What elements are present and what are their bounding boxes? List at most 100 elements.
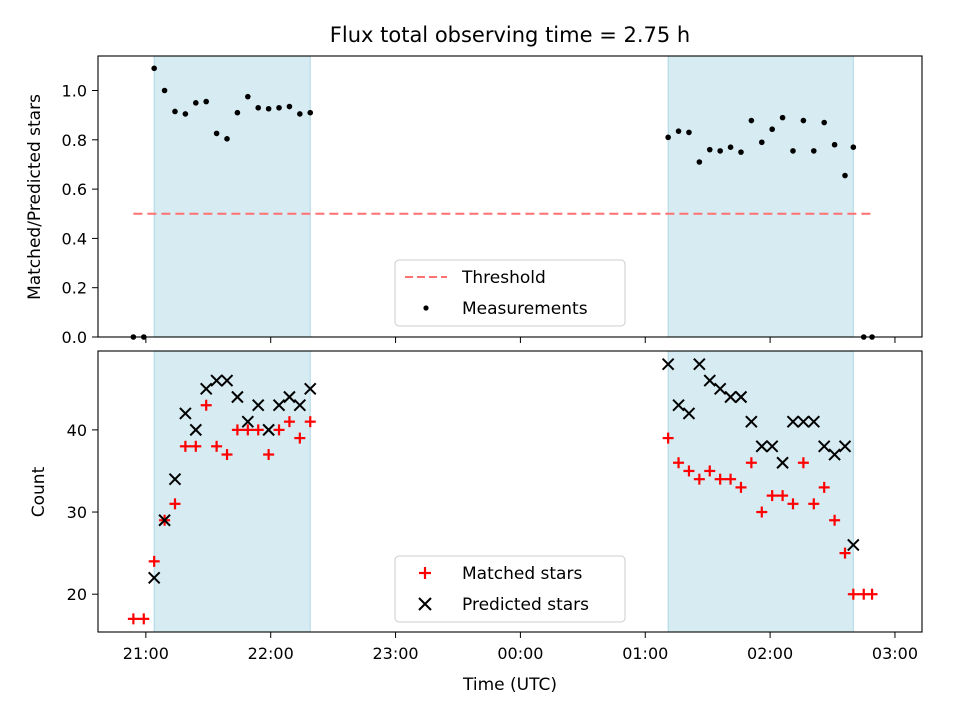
predicted-star-point	[755, 440, 768, 453]
predicted-star-point	[272, 399, 286, 412]
top-y-tick-label: 0.4	[62, 229, 87, 248]
predicted-star-point	[847, 538, 860, 552]
measurement-point	[842, 172, 848, 179]
predicted-star-point	[199, 382, 213, 396]
legend-predicted-label: Predicted stars	[462, 595, 589, 615]
measurement-point	[234, 109, 241, 116]
predicted-star-point	[283, 390, 296, 404]
predicted-star-point	[252, 399, 265, 412]
top-y-tick-label: 0.8	[62, 131, 87, 150]
predicted-star-point	[293, 399, 307, 412]
predicted-star-point	[168, 472, 182, 486]
predicted-star-point	[734, 390, 748, 404]
measurement-point	[810, 148, 817, 154]
x-tick-label: 02:00	[747, 644, 793, 663]
legend-predicted-swatch	[418, 597, 432, 611]
matched-star-point	[304, 416, 316, 428]
measurement-point	[779, 114, 786, 121]
measurement-point	[192, 100, 199, 106]
measurement-point	[172, 108, 178, 115]
predicted-star-point	[713, 382, 727, 396]
measurement-point	[831, 141, 838, 148]
top-y-ticks: 0.0 0.2 0.4 0.6 0.8 1.0	[62, 82, 98, 347]
top-y-tick-label: 0.2	[62, 279, 87, 298]
measurement-point	[161, 87, 168, 94]
matched-star-point	[127, 613, 139, 625]
measurement-point	[748, 117, 755, 124]
measurement-point	[245, 93, 251, 100]
matched-star-point	[252, 424, 264, 436]
measurement-point	[738, 149, 744, 155]
measurement-point	[675, 128, 682, 134]
matched-star-point	[200, 399, 212, 411]
x-tick-label: 22:00	[248, 644, 294, 663]
top-legend-box	[394, 259, 626, 327]
matched-star-point	[725, 473, 737, 485]
legend-threshold-label: Threshold	[461, 268, 546, 288]
predicted-star-point	[797, 415, 810, 428]
bottom-observing-window-0	[153, 350, 311, 633]
measurement-point	[255, 104, 262, 111]
legend-matched-label: Matched stars	[462, 564, 582, 584]
measurement-point	[800, 117, 807, 124]
x-tick-label: 01:00	[622, 644, 668, 663]
matched-star-point	[169, 498, 181, 510]
top-y-tick-label: 1.0	[62, 82, 87, 101]
matched-star-point	[866, 588, 878, 600]
measurement-point	[696, 159, 703, 165]
predicted-star-point	[786, 415, 800, 428]
bottom-y-tick-label: 40	[67, 421, 87, 440]
bottom-y-axis-label: Count	[29, 466, 49, 517]
measurement-point	[717, 148, 723, 154]
matched-star-point	[818, 481, 830, 493]
matched-star-point	[138, 613, 150, 625]
matched-star-point	[797, 457, 809, 469]
top-x-ticks	[145, 337, 896, 343]
predicted-star-point	[304, 382, 317, 396]
bottom-axes-frame	[97, 350, 923, 633]
chart-title: Flux total observing time = 2.75 h	[330, 23, 690, 47]
predicted-star-point	[158, 514, 171, 527]
predicted-star-point	[765, 440, 779, 453]
measurement-point	[769, 126, 775, 133]
measurement-point	[706, 146, 713, 153]
matched-star-point	[735, 481, 747, 493]
predicted-star-point	[693, 357, 706, 371]
matched-star-point	[787, 498, 799, 510]
top-observing-windows	[153, 55, 854, 338]
bottom-legend-box	[394, 555, 626, 623]
measurement-point	[203, 98, 210, 105]
matched-star-point	[847, 588, 859, 600]
bottom-panel: 21:00 22:00 23:00 00:00 01:00 02:00 03:00 20 30…	[29, 350, 923, 695]
count-points	[127, 357, 878, 625]
top-y-tick-label: 0.6	[62, 180, 87, 199]
matched-star-point	[829, 514, 841, 526]
matched-star-point	[766, 490, 778, 502]
measurement-point	[224, 136, 230, 142]
x-axis-label: Time (UTC)	[462, 675, 557, 695]
x-tick-label: 03:00	[872, 644, 918, 663]
predicted-star-point	[682, 407, 696, 420]
predicted-star-point	[703, 374, 716, 387]
bottom-observing-window-1	[667, 350, 854, 633]
top-axes-frame	[97, 55, 923, 338]
measurement-point	[307, 109, 314, 116]
measurement-point	[265, 105, 272, 112]
top-observing-window-1	[667, 55, 854, 338]
matched-star-point	[231, 424, 243, 436]
x-tick-label: 00:00	[497, 644, 543, 663]
matched-star-point	[756, 506, 768, 518]
predicted-star-point	[661, 357, 675, 371]
predicted-star-point	[807, 415, 821, 428]
bottom-y-tick-label: 20	[67, 585, 87, 604]
legend-matched-swatch	[419, 567, 431, 579]
bottom-legend: Matched stars Predicted stars	[394, 555, 626, 623]
matched-star-point	[693, 473, 705, 485]
measurement-point	[686, 129, 692, 136]
matched-star-point	[148, 555, 160, 567]
predicted-star-point	[838, 440, 852, 453]
x-tick-label: 21:00	[123, 644, 169, 663]
matched-star-point	[704, 465, 716, 477]
matched-star-point	[221, 449, 233, 461]
measurement-point	[727, 144, 734, 151]
